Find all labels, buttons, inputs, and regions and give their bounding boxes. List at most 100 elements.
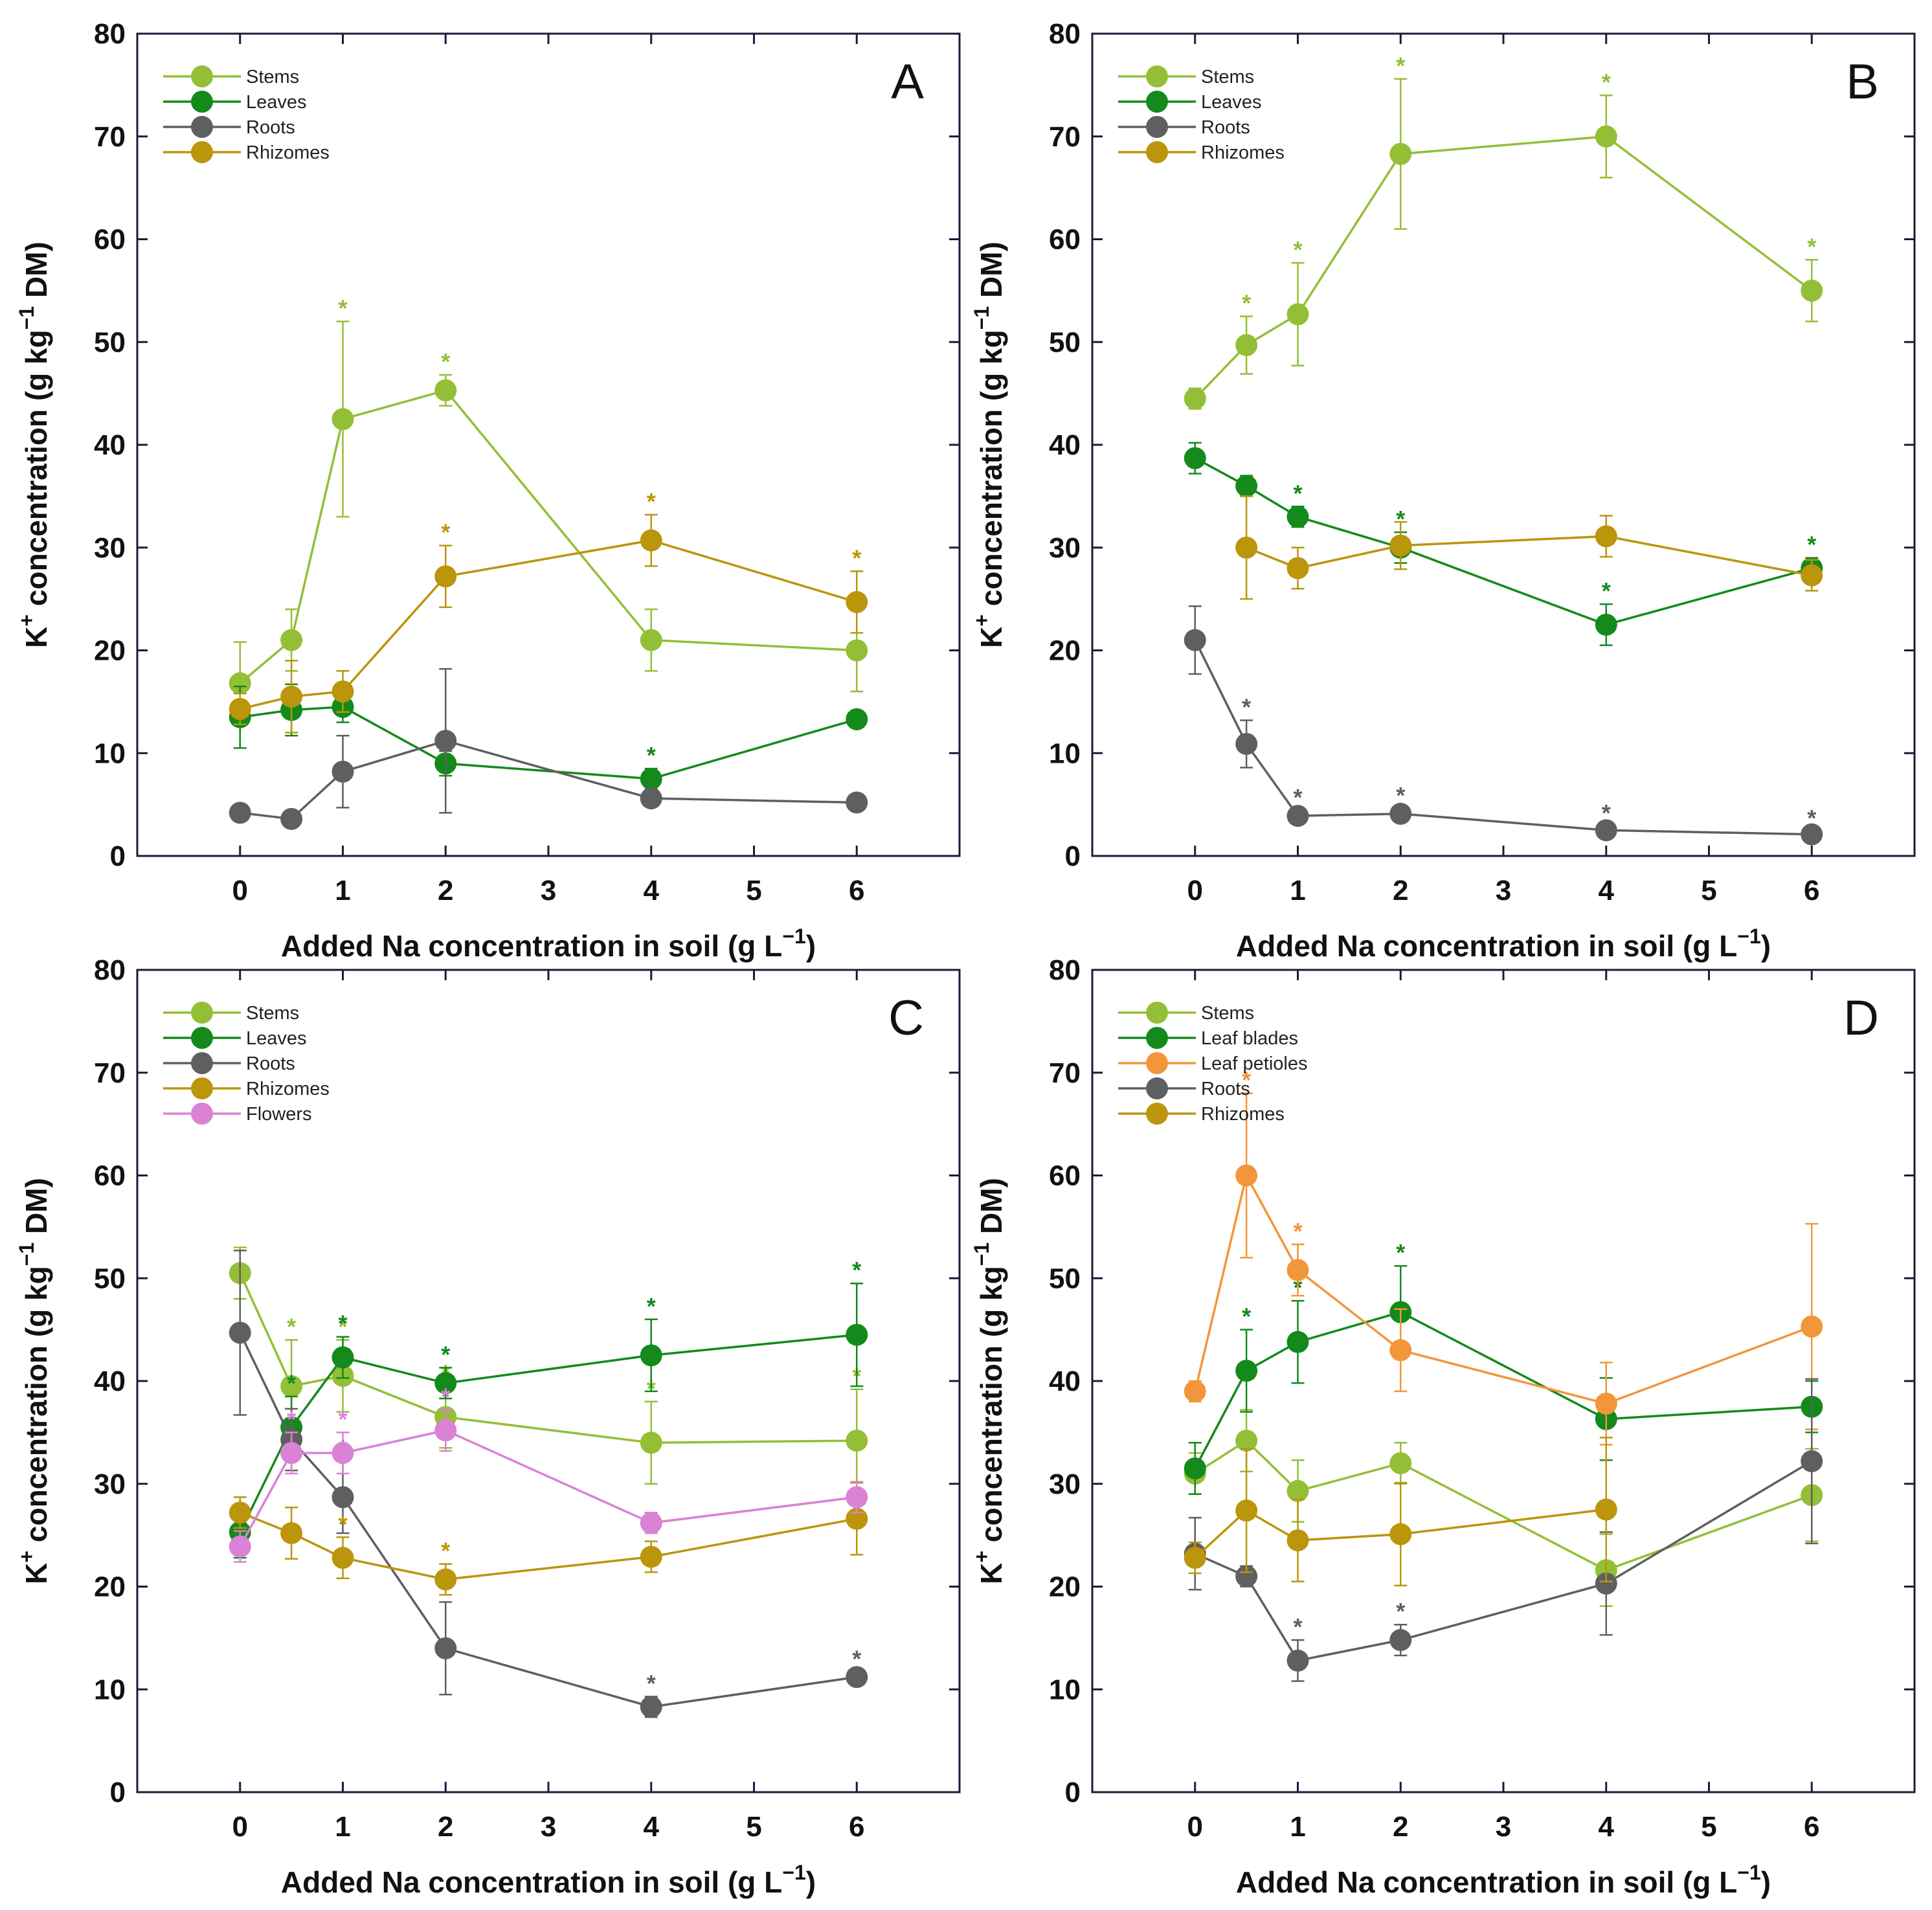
x-tick-label: 6 (849, 875, 864, 906)
significance-star: * (1602, 69, 1611, 95)
data-point (434, 1419, 457, 1442)
data-point (280, 685, 303, 708)
x-tick-label: 1 (1290, 1811, 1305, 1843)
x-axis-title-end: ) (806, 929, 816, 963)
series-leaf-blades: *** (1184, 1239, 1823, 1495)
y-axis-title-end: DM) (19, 1178, 53, 1242)
significance-star: * (338, 1314, 347, 1340)
data-point (434, 1372, 457, 1395)
x-axis-title: Added Na concentration in soil (g L−1) (281, 1861, 816, 1899)
significance-star: * (1293, 1218, 1302, 1244)
series-line (239, 1272, 857, 1444)
data-point (640, 1512, 662, 1534)
data-point (331, 680, 354, 702)
series-line (240, 539, 857, 710)
data-point (434, 730, 457, 752)
x-axis-title: Added Na concentration in soil (g L−1) (281, 925, 816, 963)
legend: Stems Leaves Roots Rhizomes (1118, 65, 1285, 163)
y-axis-title-sup1: + (15, 614, 38, 627)
y-axis-title-sup2: −1 (15, 306, 38, 330)
y-tick-label: 30 (94, 1468, 126, 1500)
x-tick-label: 1 (1290, 875, 1305, 906)
y-tick-label: 60 (1049, 1160, 1081, 1192)
y-tick-label: 10 (94, 1674, 126, 1705)
x-axis-title-sup: −1 (782, 1861, 805, 1884)
significance-star: * (1242, 693, 1251, 720)
data-point (331, 1486, 354, 1509)
significance-star: * (1396, 52, 1405, 79)
series-line (240, 739, 857, 820)
series-line (239, 1332, 857, 1708)
data-point (1286, 557, 1309, 579)
significance-star: * (1602, 800, 1611, 826)
significance-star: * (647, 742, 656, 769)
legend-label: Rhizomes (1201, 142, 1285, 163)
data-point (1389, 802, 1412, 825)
significance-star: * (1293, 236, 1302, 263)
series-line (1194, 135, 1813, 399)
series-flowers: * * * (229, 1383, 868, 1563)
x-tick-label: 6 (849, 1811, 864, 1843)
significance-star: * (287, 1370, 296, 1397)
y-tick-label: 40 (1049, 1365, 1081, 1397)
data-point (1595, 1392, 1617, 1415)
data-point (331, 408, 354, 431)
y-tick-label: 40 (94, 1365, 126, 1397)
legend-label: Stems (246, 1003, 299, 1024)
series-line (1194, 1439, 1812, 1572)
data-point (229, 697, 251, 720)
data-point (640, 529, 662, 552)
x-tick-label: 0 (232, 875, 248, 906)
significance-star: * (287, 1314, 296, 1340)
legend-label: Rhizomes (1201, 1104, 1285, 1125)
y-axis-title-k: K (974, 1563, 1008, 1584)
data-point (434, 1637, 457, 1659)
x-axis-title-end: ) (1761, 929, 1771, 963)
x-axis-title-main: Added Na concentration in soil (g L (281, 929, 782, 963)
legend-marker (1146, 1052, 1168, 1074)
data-point (1286, 1331, 1309, 1353)
data-point (846, 708, 868, 730)
y-tick-label: 80 (94, 954, 126, 986)
legend-marker (1146, 141, 1168, 163)
y-tick-label: 50 (94, 326, 126, 358)
legend-item: Rhizomes (163, 1077, 330, 1099)
data-point (640, 629, 662, 651)
series-rhizomes: * * * (229, 488, 868, 734)
data-point (229, 1501, 251, 1524)
data-point (846, 639, 868, 662)
x-tick-label: 5 (746, 1811, 761, 1843)
data-point (1286, 1649, 1309, 1672)
data-point (1595, 1498, 1617, 1521)
data-point (1286, 1479, 1309, 1502)
series-line (1194, 639, 1812, 836)
series-line (1194, 1310, 1812, 1469)
panel-d: 0 10 20 30 40 50 60 70 80 0 1 2 3 4 5 6 Added Na concent… (970, 954, 1916, 1899)
x-tick-label: 3 (541, 1811, 556, 1843)
data-point (1389, 1339, 1412, 1362)
significance-star: * (852, 545, 861, 571)
series-line (239, 1333, 857, 1533)
series-leaves: ** (229, 683, 868, 791)
significance-star: * (647, 488, 656, 515)
series-leaves: * * * * (1184, 442, 1823, 646)
legend-label: Roots (246, 1053, 295, 1074)
y-axis-title: K+ concentration (g kg−1 DM) (15, 242, 53, 648)
y-axis-title: K+ concentration (g kg−1 DM) (15, 1178, 53, 1584)
y-tick-label: 50 (94, 1263, 126, 1294)
data-point (1235, 1430, 1258, 1452)
panel-b: 0 10 20 30 40 50 60 70 80 0 1 2 3 4 5 6 Added Na concent… (970, 18, 1916, 963)
series-leaves: * * * * * (229, 1257, 868, 1559)
y-axis-title-sup1: + (970, 614, 993, 627)
significance-star: * (287, 1406, 296, 1432)
y-tick-label: 20 (1049, 635, 1081, 667)
y-axis-title-end: DM) (974, 242, 1008, 306)
y-tick-label: 30 (94, 532, 126, 564)
data-point (640, 1696, 662, 1718)
legend-marker (1146, 91, 1168, 113)
legend-item: Roots (1118, 116, 1250, 138)
series-rhizomes (1235, 495, 1823, 600)
legend-item: Leaves (1118, 91, 1262, 113)
data-point (280, 1442, 303, 1465)
y-axis-title-sup2: −1 (970, 306, 993, 330)
